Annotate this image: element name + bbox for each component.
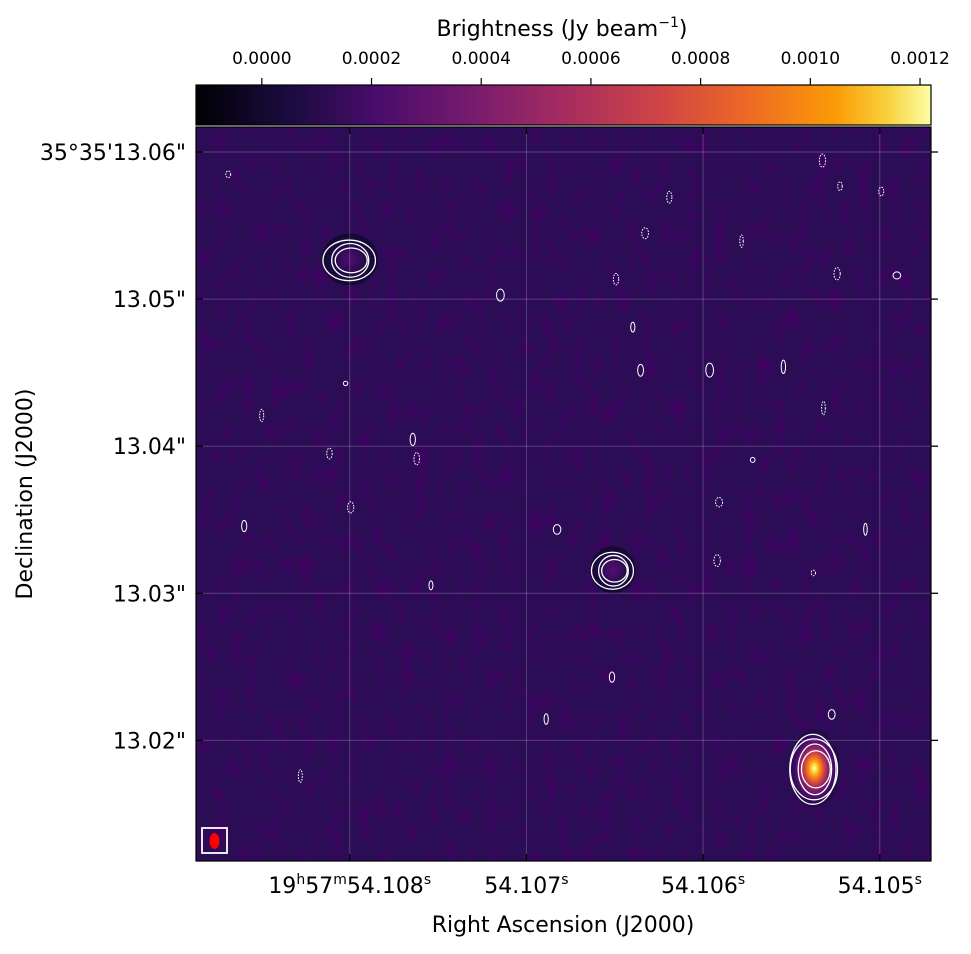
noise-contour xyxy=(715,496,724,508)
noise-contour xyxy=(608,671,616,683)
noise-contour xyxy=(641,227,649,240)
noise-contour xyxy=(810,569,817,577)
x-tick-label: 54.106s xyxy=(661,872,745,899)
y-tick-label: 13.03" xyxy=(113,582,186,607)
noise-contour xyxy=(552,524,562,535)
colorbar-tick-label: 0.0004 xyxy=(451,49,510,69)
y-tick-label: 13.05" xyxy=(113,288,186,313)
x-tick-label: 19h57m54.108s xyxy=(268,872,431,899)
beam-ellipse xyxy=(209,833,220,849)
contour-line xyxy=(331,242,370,278)
colorbar-tick-label: 0.0012 xyxy=(890,49,949,69)
y-axis-label: Declination (J2000) xyxy=(13,389,38,600)
colorbar-tick-label: 0.0010 xyxy=(781,49,840,69)
axis-ticks: 19h57m54.108s 54.107s 54.106s 54.105s 35°35'… xyxy=(40,127,938,899)
coordinate-grid xyxy=(196,127,931,861)
noise-contour xyxy=(818,153,827,168)
source-intensity-level xyxy=(611,568,615,572)
plot-frame xyxy=(195,126,932,862)
colorbar-tick-label: 0.0006 xyxy=(561,49,620,69)
noise-contour xyxy=(878,186,885,197)
noise-contour xyxy=(342,380,349,387)
noise-contour xyxy=(780,359,787,375)
noise-contour xyxy=(821,400,826,416)
colorbar: Brightness (Jy beam−1) 0.0000 0.0002 0.000… xyxy=(195,15,950,126)
noise-contour xyxy=(409,432,416,447)
source-intensity-level xyxy=(812,765,817,772)
noise-contour xyxy=(612,272,620,286)
noise-contour xyxy=(496,288,505,302)
x-tick-label: 54.107s xyxy=(484,872,568,899)
contour-line xyxy=(800,750,831,789)
noise-contour xyxy=(637,363,644,377)
contour-line xyxy=(597,554,629,587)
y-tick-label: 13.04" xyxy=(113,435,186,460)
noise-contour xyxy=(749,456,756,463)
noise-contour xyxy=(259,408,265,423)
source-lower-right xyxy=(788,729,840,808)
source-intensity-level xyxy=(347,257,352,262)
colorbar-label: Brightness (Jy beam−1) xyxy=(437,15,688,42)
sources xyxy=(321,233,840,808)
y-tick-label: 35°35'13.06" xyxy=(40,141,186,166)
noise-contour xyxy=(833,267,841,281)
contour-line xyxy=(334,247,368,274)
noise-contour xyxy=(326,447,333,460)
contour-line xyxy=(797,743,833,796)
noise-contour xyxy=(705,362,714,378)
noise-contour xyxy=(739,234,744,248)
contour-line xyxy=(789,738,839,801)
noise-contour xyxy=(713,554,721,567)
noise-contour xyxy=(827,709,836,720)
source-upper-left xyxy=(321,233,378,286)
beam-indicator xyxy=(201,827,228,854)
noise-contour xyxy=(413,452,421,466)
image-plot: 19h57m54.108s 54.107s 54.106s 54.105s 35°35'… xyxy=(40,126,938,899)
y-tick-label: 13.02" xyxy=(113,729,186,754)
colorbar-bar xyxy=(195,84,932,126)
x-axis-label: Right Ascension (J2000) xyxy=(432,913,695,938)
beam-box xyxy=(201,827,228,854)
colorbar-ticks: 0.0000 0.0002 0.0004 0.0006 0.0008 0.0010 0.00… xyxy=(232,49,950,85)
contour-line xyxy=(322,239,377,282)
source-center xyxy=(590,546,636,594)
noise-contour xyxy=(225,170,232,179)
noise-contour xyxy=(347,501,355,514)
noise-contour xyxy=(666,190,673,204)
noise-contour xyxy=(297,769,303,783)
noise-contour xyxy=(428,580,434,591)
noise-contours xyxy=(225,153,902,783)
colorbar-tick-label: 0.0000 xyxy=(232,49,291,69)
noise-contour xyxy=(630,321,636,333)
colorbar-tick-label: 0.0002 xyxy=(342,49,401,69)
noise-contour xyxy=(892,271,902,280)
noise-contour xyxy=(543,713,549,725)
noise-contour xyxy=(863,522,868,536)
contour-line xyxy=(601,558,628,583)
noise-contour xyxy=(241,519,248,533)
noise-contour xyxy=(837,181,843,192)
x-tick-label: 54.105s xyxy=(838,872,922,899)
contour-line xyxy=(590,551,635,590)
colorbar-tick-label: 0.0008 xyxy=(671,49,730,69)
